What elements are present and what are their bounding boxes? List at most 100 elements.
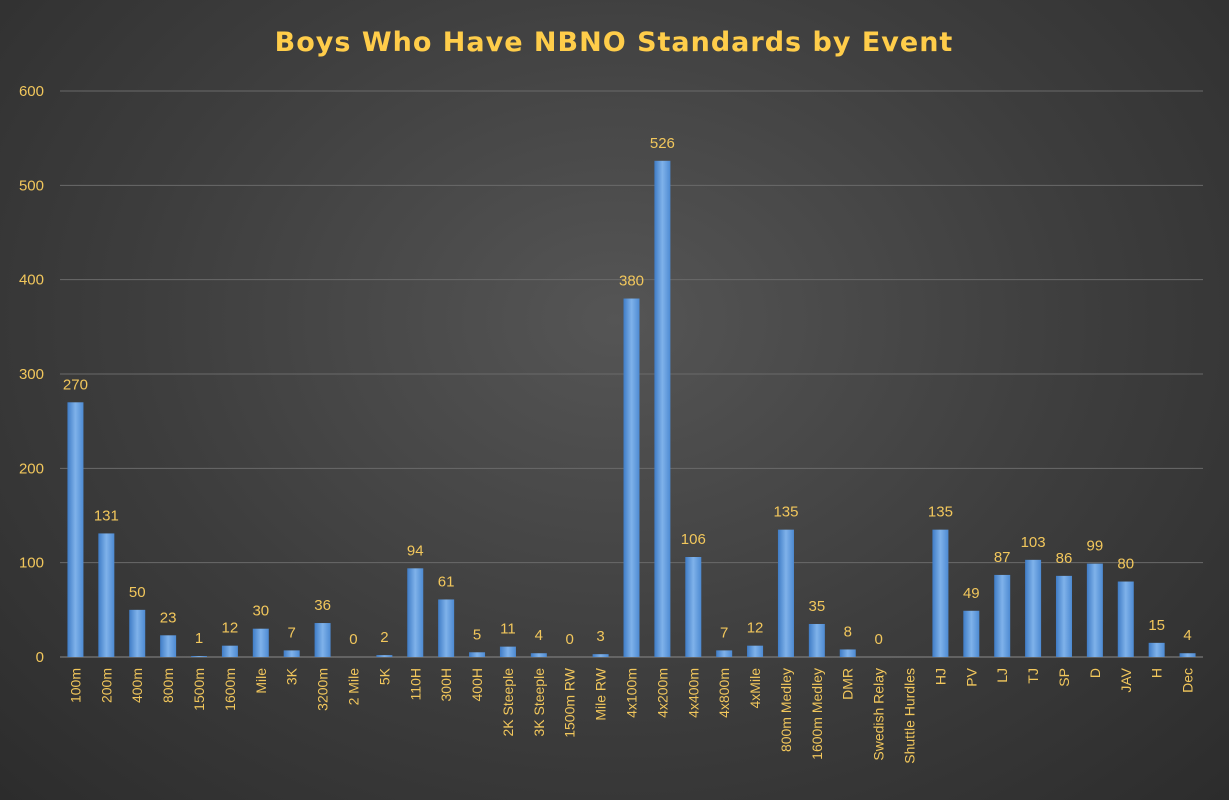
data-label: 526 — [650, 135, 675, 152]
bar — [160, 635, 177, 657]
bar — [283, 650, 300, 657]
x-tick-label: 400H — [469, 668, 485, 701]
data-label: 103 — [1021, 534, 1046, 551]
data-label: 4 — [1183, 627, 1191, 644]
y-axis-ticks: 0 100 200 300 400 500 600 — [19, 83, 44, 666]
data-label: 7 — [288, 624, 296, 641]
x-tick-label: 300H — [438, 668, 454, 701]
data-label: 80 — [1117, 556, 1134, 573]
x-tick-label: 400m — [129, 668, 145, 703]
data-label: 8 — [844, 623, 852, 640]
data-label: 5 — [473, 626, 481, 643]
x-tick-label: 4xMile — [747, 668, 763, 709]
x-tick-label: PV — [963, 667, 979, 686]
data-label: 135 — [773, 504, 798, 521]
bar — [839, 649, 856, 657]
y-tick-label: 200 — [19, 460, 44, 477]
x-tick-label: 1600m — [222, 668, 238, 711]
bar — [221, 645, 238, 657]
bar — [932, 529, 949, 657]
bar — [716, 650, 733, 657]
y-tick-label: 0 — [36, 649, 44, 666]
data-label: 0 — [566, 631, 574, 648]
x-tick-label: 4x400m — [685, 668, 701, 718]
chart-title: Boys Who Have NBNO Standards by Event — [275, 27, 954, 58]
x-tick-label: 800m — [160, 668, 176, 703]
bar — [963, 610, 980, 657]
x-tick-label: TJ — [1025, 668, 1041, 684]
bars — [67, 160, 1196, 657]
x-tick-label: 4x200m — [654, 668, 670, 718]
x-tick-label: 5K — [376, 667, 392, 685]
data-label: 12 — [747, 620, 764, 637]
data-label: 15 — [1148, 617, 1165, 634]
x-tick-label: 110H — [407, 668, 423, 700]
data-label: 7 — [720, 624, 728, 641]
x-tick-label: 3200m — [315, 668, 331, 711]
data-labels: 270 131 50 23 1 12 30 7 36 0 2 94 61 5 11 4 0 3 380 526 106 7… — [63, 135, 1192, 648]
data-label: 0 — [349, 631, 357, 648]
x-tick-label: Dec — [1180, 668, 1196, 693]
x-tick-label: 1500m — [191, 668, 207, 711]
x-tick-label: H — [1149, 668, 1165, 678]
x-tick-label: 4x800m — [716, 668, 732, 718]
x-tick-label: 1600m Medley — [809, 668, 825, 760]
bar — [1117, 581, 1134, 657]
data-label: 30 — [252, 603, 269, 620]
x-tick-label: Shuttle Hurdles — [902, 668, 918, 764]
data-label: 12 — [222, 620, 239, 637]
data-label: 50 — [129, 584, 146, 601]
y-tick-label: 400 — [19, 272, 44, 289]
x-tick-label: DMR — [840, 668, 856, 700]
bar — [1179, 653, 1196, 657]
data-label: 2 — [380, 629, 388, 646]
bar — [1148, 642, 1165, 657]
bar — [623, 298, 640, 657]
bar — [252, 628, 269, 657]
x-tick-label: 4x100m — [624, 668, 640, 718]
data-label: 135 — [928, 504, 953, 521]
x-tick-label: SP — [1056, 668, 1072, 687]
x-tick-label: 1500m RW — [562, 667, 578, 738]
data-label: 36 — [314, 597, 331, 614]
bar — [1055, 575, 1072, 657]
bar — [499, 646, 516, 657]
bar — [129, 609, 146, 657]
data-label: 4 — [535, 627, 543, 644]
x-tick-label: 2 Mile — [345, 668, 361, 706]
data-label: 270 — [63, 376, 88, 393]
bar — [1086, 563, 1103, 657]
x-tick-label: Swedish Relay — [871, 668, 887, 761]
x-axis-ticks: 100m 200m 400m 800m 1500m 1600m Mile 3K 3200m 2 M… — [67, 667, 1195, 763]
x-tick-label: LJ — [994, 668, 1010, 683]
bar — [994, 574, 1011, 657]
data-label: 87 — [994, 549, 1011, 566]
data-label: 94 — [407, 542, 424, 559]
y-tick-label: 500 — [19, 177, 44, 194]
x-tick-label: Mile — [253, 668, 269, 694]
x-tick-label: 100m — [67, 668, 83, 703]
x-tick-label: 800m Medley — [778, 668, 794, 752]
x-tick-label: 3K Steeple — [531, 668, 547, 737]
bar — [808, 623, 825, 657]
bar — [98, 533, 115, 657]
data-label: 23 — [160, 609, 177, 626]
bar — [314, 623, 331, 657]
y-tick-label: 100 — [19, 555, 44, 572]
y-tick-label: 600 — [19, 83, 44, 100]
x-tick-label: JAV — [1118, 667, 1134, 692]
y-tick-label: 300 — [19, 366, 44, 383]
bar — [592, 654, 609, 657]
data-label: 99 — [1087, 538, 1104, 555]
x-tick-label: 200m — [98, 668, 114, 703]
data-label: 106 — [681, 531, 706, 548]
bar — [469, 652, 486, 657]
bar — [1025, 559, 1042, 657]
bar — [191, 656, 208, 657]
data-label: 3 — [596, 628, 604, 645]
data-label: 11 — [500, 621, 516, 638]
data-label: 1 — [195, 630, 203, 647]
data-label: 86 — [1056, 550, 1073, 567]
bar — [407, 568, 424, 657]
